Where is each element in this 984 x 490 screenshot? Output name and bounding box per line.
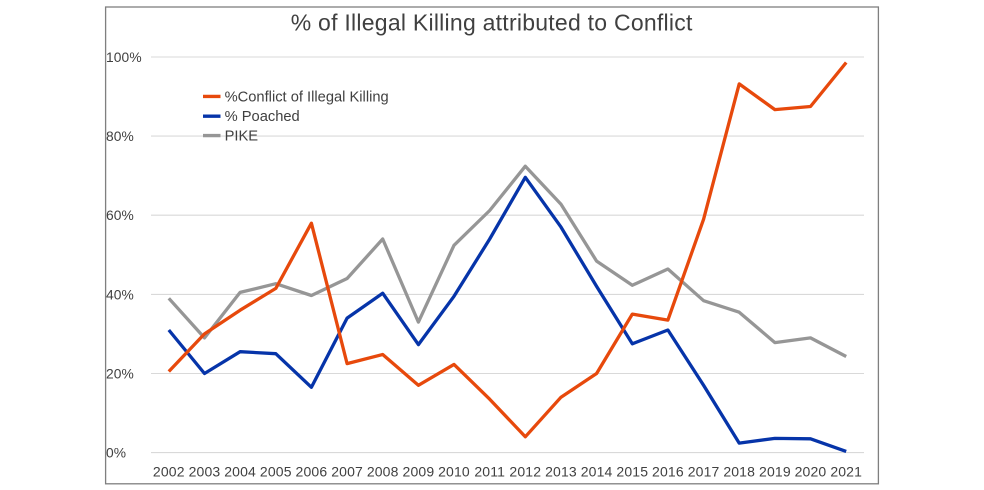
svg-text:2010: 2010 — [438, 463, 470, 479]
svg-text:PIKE: PIKE — [225, 129, 259, 145]
svg-text:2018: 2018 — [723, 463, 755, 479]
svg-text:2004: 2004 — [224, 463, 256, 479]
svg-text:2003: 2003 — [189, 463, 221, 479]
svg-text:2016: 2016 — [652, 463, 684, 479]
svg-text:2015: 2015 — [616, 463, 648, 479]
svg-text:2013: 2013 — [545, 463, 577, 479]
svg-text:% of Illegal Killing attribute: % of Illegal Killing attributed to Confl… — [291, 10, 693, 36]
svg-text:2021: 2021 — [830, 463, 862, 479]
svg-text:2006: 2006 — [296, 463, 328, 479]
svg-text:2008: 2008 — [367, 463, 399, 479]
svg-text:2005: 2005 — [260, 463, 292, 479]
svg-text:2011: 2011 — [474, 463, 505, 479]
svg-text:%Conflict of Illegal Killing: %Conflict of Illegal Killing — [225, 89, 389, 105]
svg-text:% Poached: % Poached — [225, 109, 300, 125]
svg-text:2009: 2009 — [403, 463, 435, 479]
svg-text:40%: 40% — [106, 287, 134, 302]
svg-text:2019: 2019 — [759, 463, 791, 479]
svg-text:0%: 0% — [106, 446, 126, 461]
svg-text:80%: 80% — [106, 129, 134, 144]
svg-text:2017: 2017 — [688, 463, 720, 479]
svg-text:20%: 20% — [106, 366, 134, 381]
svg-text:2007: 2007 — [331, 463, 363, 479]
svg-text:2020: 2020 — [795, 463, 827, 479]
svg-text:2012: 2012 — [509, 463, 541, 479]
svg-text:100%: 100% — [106, 50, 142, 65]
svg-text:2002: 2002 — [153, 463, 185, 479]
svg-text:60%: 60% — [106, 208, 134, 223]
svg-text:2014: 2014 — [581, 463, 613, 479]
